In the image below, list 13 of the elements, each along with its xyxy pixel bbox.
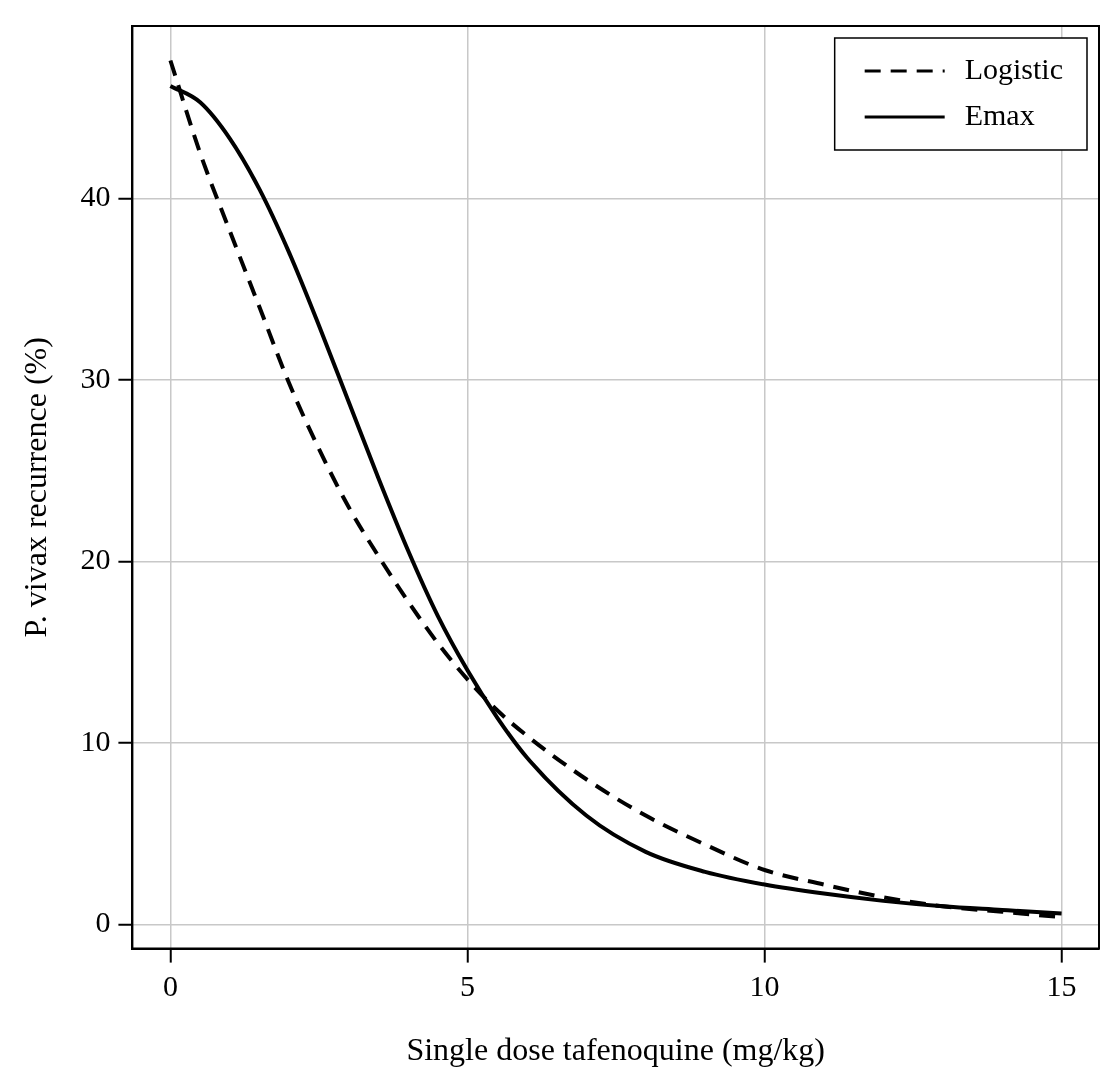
y-tick-label: 10	[80, 723, 111, 757]
x-tick-label: 0	[162, 969, 178, 1003]
x-axis-title: Single dose tafenoquine (mg/kg)	[406, 1031, 825, 1068]
y-tick-label: 0	[95, 905, 111, 939]
y-tick-label: 30	[80, 360, 111, 394]
y-tick-label: 40	[80, 179, 111, 213]
y-axis-title: P. vivax recurrence (%)	[16, 337, 53, 638]
x-tick-label: 5	[459, 969, 475, 1003]
legend-label: Emax	[964, 97, 1035, 131]
legend-label: Logistic	[964, 51, 1064, 85]
x-tick-label: 10	[749, 969, 780, 1003]
y-tick-label: 20	[80, 542, 111, 576]
x-tick-label: 15	[1046, 969, 1077, 1003]
